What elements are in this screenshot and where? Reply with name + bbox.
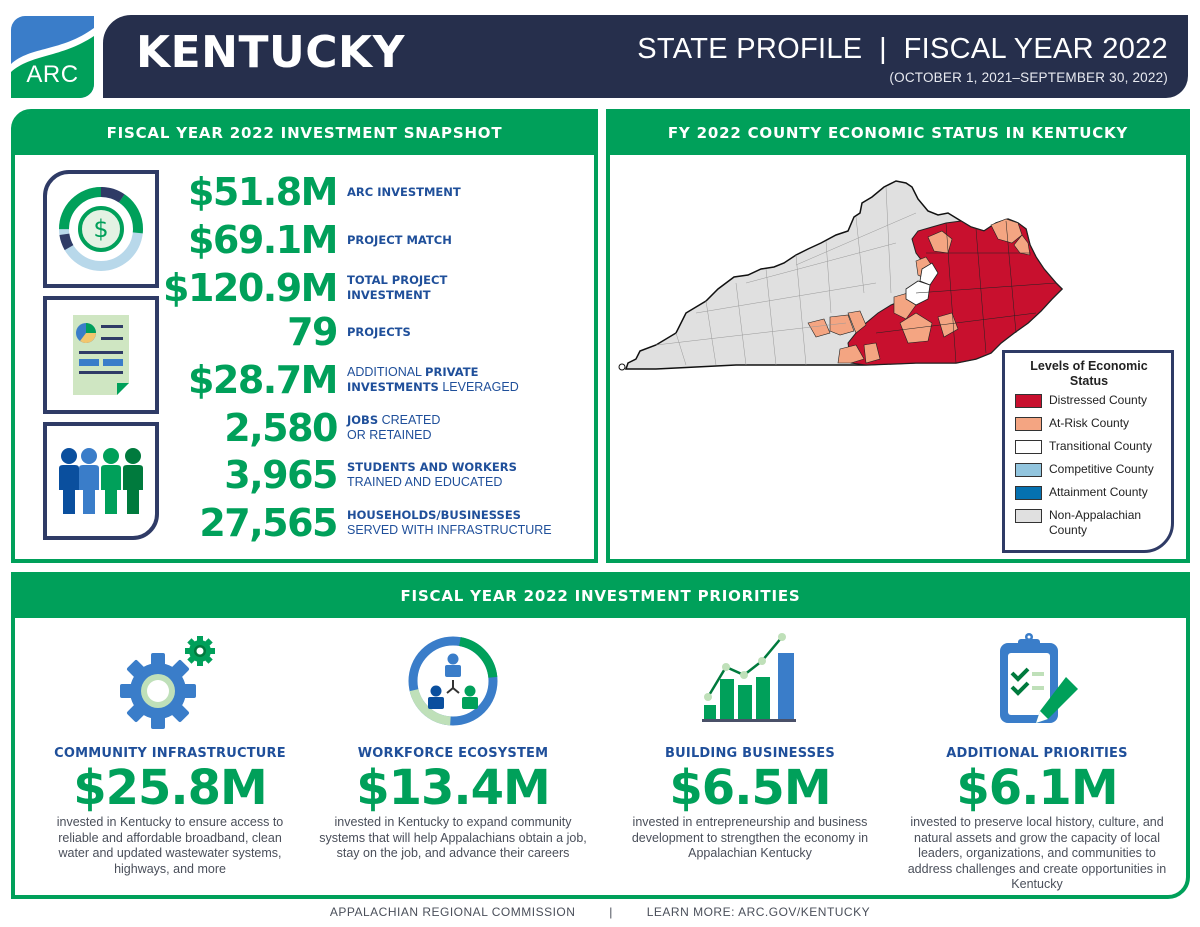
- priority-value: $6.1M: [956, 760, 1118, 816]
- stat-label: ADDITIONAL PRIVATE INVESTMENTS LEVERAGED: [347, 365, 519, 394]
- growth-chart-icon: [702, 632, 796, 722]
- stat-project-match: $69.1M PROJECT MATCH: [145, 221, 585, 259]
- legend-item-competitive: Competitive County: [1015, 462, 1163, 485]
- kentucky-county-map: [616, 173, 1066, 383]
- footer: APPALACHIAN REGIONAL COMMISSION | LEARN …: [0, 905, 1200, 919]
- priority-icon-wrap: [25, 628, 315, 733]
- swatch-distressed: [1015, 394, 1042, 408]
- priority-title: WORKFORCE ECOSYSTEM: [357, 746, 549, 761]
- priority-title: COMMUNITY INFRASTRUCTURE: [54, 746, 286, 761]
- priority-value: $6.5M: [669, 760, 831, 816]
- investment-snapshot-panel: FISCAL YEAR 2022 INVESTMENT SNAPSHOT $: [11, 109, 598, 563]
- stat-arc-investment: $51.8M ARC INVESTMENT: [145, 173, 585, 211]
- priority-icon-wrap: [605, 628, 895, 733]
- stat-private-investment: $28.7M ADDITIONAL PRIVATE INVESTMENTS LE…: [145, 361, 585, 399]
- header-bar: KENTUCKY STATE PROFILE | FISCAL YEAR 202…: [103, 15, 1188, 98]
- legend-title: Levels of Economic Status: [1030, 359, 1148, 388]
- people-group-icon: [59, 448, 143, 514]
- stat-value: $69.1M: [187, 218, 339, 262]
- svg-text:$: $: [93, 215, 108, 243]
- priority-value: $25.8M: [73, 760, 268, 816]
- investment-priorities-panel: FISCAL YEAR 2022 INVESTMENT PRIORITIES: [11, 572, 1190, 899]
- priority-value: $13.4M: [356, 760, 551, 816]
- priority-description: invested to preserve local history, cult…: [907, 815, 1167, 891]
- priority-community-infrastructure: COMMUNITY INFRASTRUCTURE $25.8M invested…: [25, 628, 315, 877]
- priority-building-businesses: BUILDING BUSINESSES $6.5M invested in en…: [605, 628, 895, 862]
- icon-box: [43, 422, 159, 540]
- stat-value: 2,580: [224, 406, 338, 450]
- kentucky-map-icon: [618, 180, 1064, 371]
- priority-icon-wrap: [892, 628, 1182, 733]
- icon-box: [43, 296, 159, 414]
- panel-title: FISCAL YEAR 2022 INVESTMENT SNAPSHOT: [15, 113, 594, 155]
- footer-separator: |: [609, 905, 613, 919]
- arc-logo: ARC: [11, 16, 94, 98]
- footer-link[interactable]: LEARN MORE: ARC.GOV/KENTUCKY: [646, 905, 871, 919]
- swatch-transitional: [1015, 440, 1042, 454]
- profile-title: STATE PROFILE | FISCAL YEAR 2022: [637, 33, 1168, 65]
- stat-jobs: 2,580 JOBS CREATED OR RETAINED: [145, 409, 585, 447]
- stat-value: 27,565: [199, 501, 338, 545]
- panel-title: FY 2022 COUNTY ECONOMIC STATUS IN KENTUC…: [610, 113, 1186, 155]
- priority-workforce-ecosystem: WORKFORCE ECOSYSTEM $13.4M invested in K…: [308, 628, 598, 862]
- arc-logo-icon: [11, 16, 94, 98]
- stat-total-investment: $120.9M TOTAL PROJECT INVESTMENT: [145, 269, 585, 307]
- legend-item-at-risk: At-Risk County: [1015, 416, 1163, 439]
- legend-item-distressed: Distressed County: [1015, 393, 1163, 416]
- report-document-icon: [73, 315, 129, 395]
- stat-value: 3,965: [224, 453, 338, 497]
- stat-label: PROJECT MATCH: [347, 232, 452, 247]
- logo-text: ARC: [26, 61, 79, 88]
- stat-label: HOUSEHOLDS/BUSINESSES SERVED WITH INFRAS…: [347, 508, 552, 537]
- swatch-non-appalachian: [1015, 509, 1042, 523]
- swatch-competitive: [1015, 463, 1042, 477]
- stat-projects: 79 PROJECTS: [145, 313, 585, 351]
- priority-additional: ADDITIONAL PRIORITIES $6.1M invested to …: [892, 628, 1182, 893]
- gears-icon: [120, 635, 215, 729]
- stat-label: TOTAL PROJECT INVESTMENT: [347, 273, 448, 302]
- footer-org: APPALACHIAN REGIONAL COMMISSION: [329, 905, 576, 919]
- priority-description: invested in Kentucky to ensure access to…: [56, 815, 284, 876]
- panel-title: FISCAL YEAR 2022 INVESTMENT PRIORITIES: [15, 576, 1186, 618]
- stat-label: PROJECTS: [347, 324, 411, 339]
- priority-title: BUILDING BUSINESSES: [665, 746, 835, 761]
- legend-item-attainment: Attainment County: [1015, 485, 1163, 508]
- profile-subtitle: (OCTOBER 1, 2021–SEPTEMBER 30, 2022): [889, 70, 1168, 85]
- priority-title: ADDITIONAL PRIORITIES: [946, 746, 1128, 761]
- swatch-at-risk: [1015, 417, 1042, 431]
- stat-students-workers: 3,965 STUDENTS AND WORKERS TRAINED AND E…: [145, 456, 585, 494]
- priority-description: invested in entrepreneurship and busines…: [631, 815, 869, 860]
- map-legend: Levels of Economic Status Distressed Cou…: [1002, 350, 1174, 553]
- stat-value: $51.8M: [187, 170, 339, 214]
- state-name: KENTUCKY: [136, 27, 405, 78]
- stat-households-businesses: 27,565 HOUSEHOLDS/BUSINESSES SERVED WITH…: [145, 504, 585, 542]
- priority-description: invested in Kentucky to expand community…: [319, 815, 587, 860]
- economic-status-panel: FY 2022 COUNTY ECONOMIC STATUS IN KENTUC…: [606, 109, 1190, 563]
- stat-label: JOBS CREATED OR RETAINED: [347, 413, 441, 442]
- stat-value: $120.9M: [163, 266, 338, 310]
- dollar-donut-icon: $: [59, 187, 143, 271]
- stat-value: 79: [287, 310, 338, 354]
- legend-item-non-appalachian: Non-Appalachian County: [1015, 508, 1163, 544]
- stat-value: $28.7M: [187, 358, 339, 402]
- workforce-network-icon: [408, 636, 498, 725]
- stat-label: ARC INVESTMENT: [347, 184, 461, 199]
- swatch-attainment: [1015, 486, 1042, 500]
- stat-label: STUDENTS AND WORKERS TRAINED AND EDUCATE…: [347, 460, 517, 489]
- legend-item-transitional: Transitional County: [1015, 439, 1163, 462]
- icon-box: $: [43, 170, 159, 288]
- clipboard-checklist-icon: [1000, 632, 1078, 723]
- priority-icon-wrap: [308, 628, 598, 733]
